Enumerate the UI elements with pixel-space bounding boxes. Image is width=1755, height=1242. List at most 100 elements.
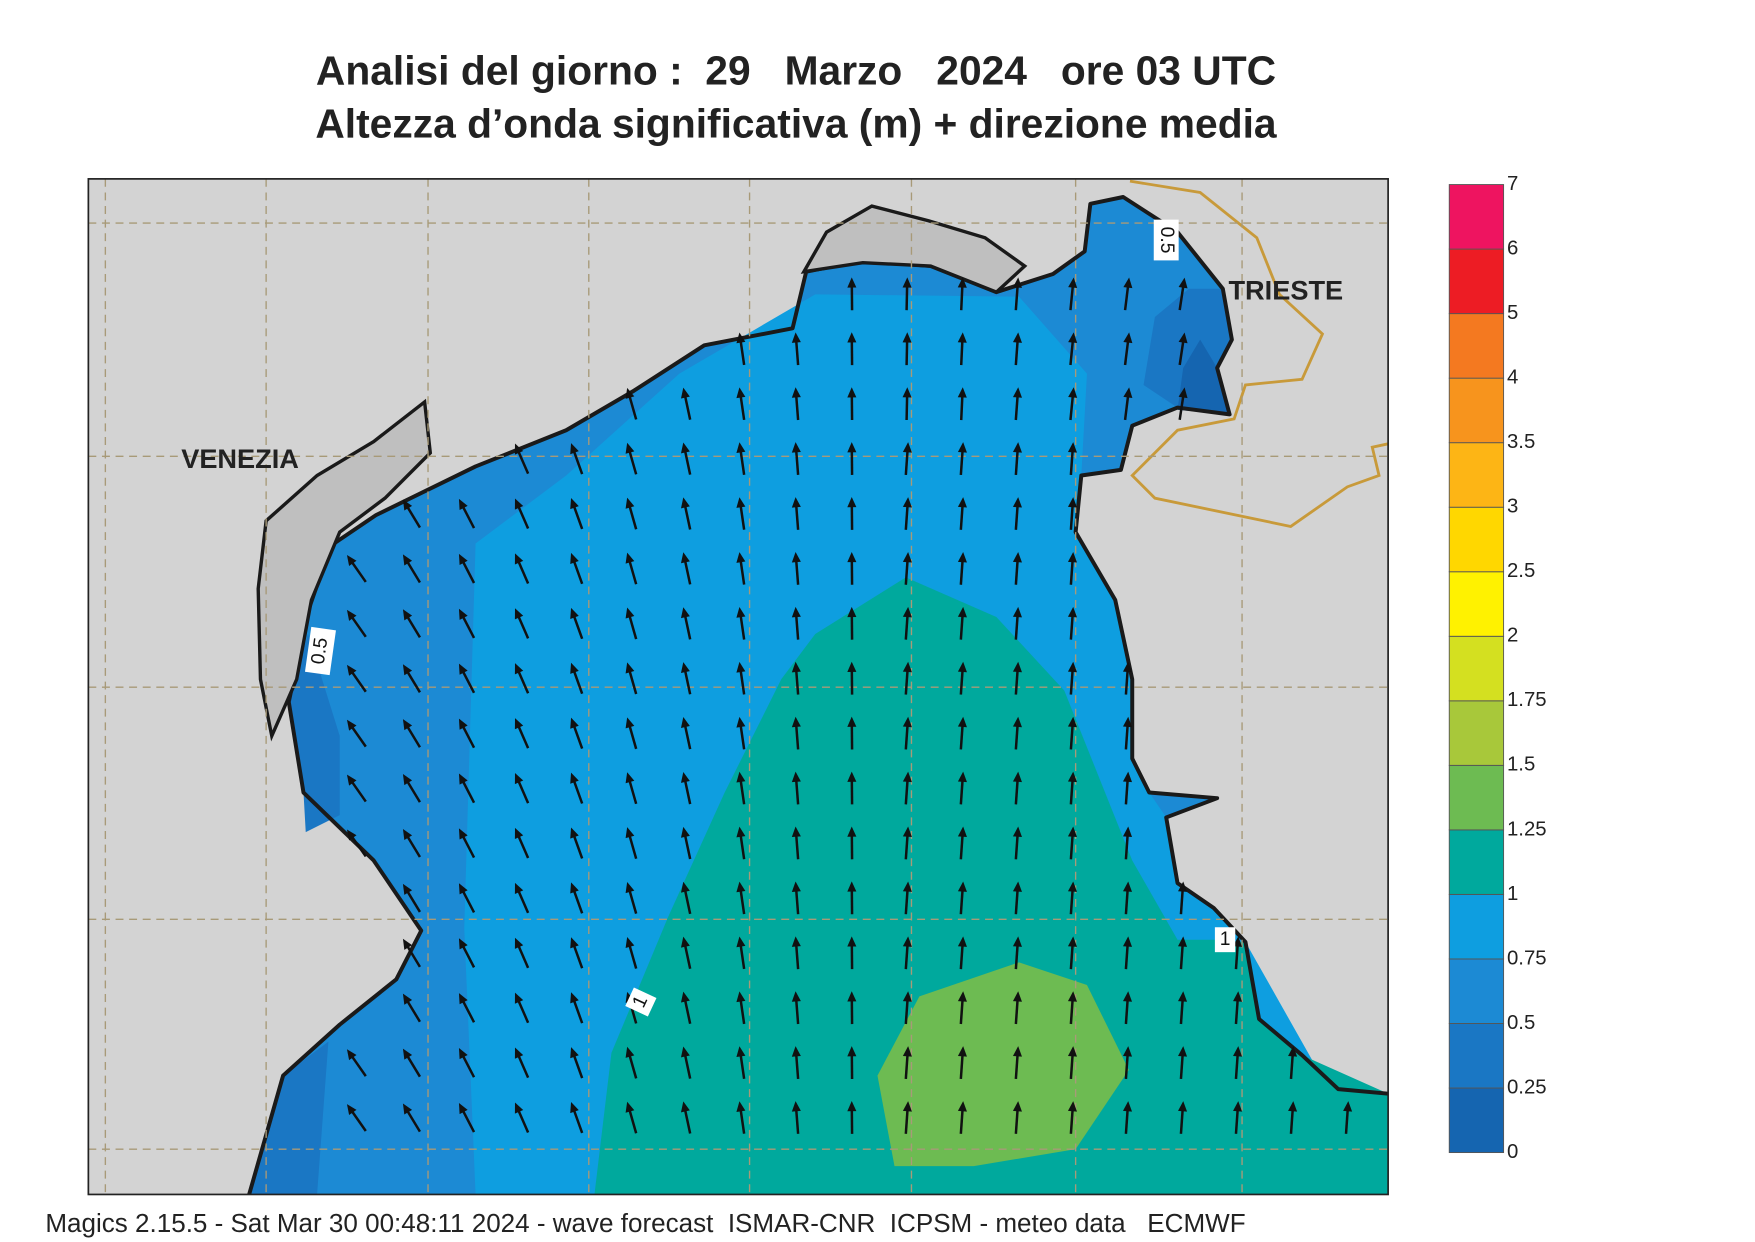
arrow-head: [902, 277, 912, 288]
arrow-head: [1178, 332, 1188, 344]
arrow-head: [847, 442, 857, 453]
arrow-head: [736, 1046, 746, 1058]
arrow: [902, 771, 912, 805]
arrow-head: [1233, 1101, 1243, 1112]
arrow: [625, 387, 638, 420]
city-label: VENEZIA: [181, 443, 299, 474]
arrow-head: [847, 277, 857, 288]
arrow-head: [1067, 936, 1077, 947]
arrow: [346, 1104, 367, 1132]
arrow: [1012, 661, 1022, 695]
arrow-head: [570, 717, 579, 729]
arrow: [736, 1101, 746, 1134]
arrow: [625, 827, 638, 860]
contour-label: 1: [625, 987, 657, 1017]
arrow: [458, 828, 476, 859]
arrow: [736, 552, 746, 585]
arrow: [791, 881, 801, 915]
arrow-head: [957, 442, 967, 453]
arrow: [570, 827, 584, 859]
arrow: [847, 442, 857, 475]
arrow: [847, 497, 857, 530]
arrow-head: [1178, 1046, 1188, 1057]
arrow: [957, 606, 967, 640]
arrow: [458, 663, 476, 694]
arrow: [680, 717, 692, 750]
arrow-head: [1122, 936, 1133, 947]
arrow: [791, 991, 801, 1025]
arrow: [791, 497, 801, 530]
arrow-shaft: [516, 1052, 530, 1079]
arrow-head: [791, 442, 801, 453]
arrow-head: [791, 936, 801, 947]
arrow: [680, 552, 692, 585]
arrow: [625, 552, 638, 585]
arrow: [736, 716, 746, 750]
arrow: [402, 1048, 421, 1078]
arrow: [1178, 277, 1188, 311]
arrow: [1012, 551, 1022, 585]
arrow: [346, 1049, 367, 1077]
arrow-shaft: [739, 447, 746, 475]
arrow: [514, 498, 530, 530]
arrow-head: [514, 718, 524, 730]
arrow: [458, 1048, 476, 1078]
arrow: [736, 771, 746, 805]
arrow-head: [902, 826, 912, 838]
arrow: [570, 443, 584, 475]
arrow: [902, 1046, 912, 1080]
arrow-shaft: [627, 502, 638, 530]
arrow-shaft: [1069, 996, 1075, 1025]
arrow: [1123, 277, 1133, 311]
arrow: [957, 442, 967, 475]
direction-arrows: [346, 277, 1353, 1134]
arrow-head: [791, 881, 801, 892]
arrow: [1122, 716, 1133, 750]
arrow-shaft: [627, 887, 638, 914]
colorbar-label: 4: [1507, 367, 1518, 389]
arrow: [402, 828, 421, 858]
colorbar-label: 1.75: [1507, 689, 1547, 711]
arrow: [736, 607, 746, 640]
arrow: [514, 718, 530, 749]
arrow-head: [680, 717, 690, 728]
arrow: [1067, 1046, 1077, 1080]
arrow-head: [680, 826, 690, 838]
arrow-shaft: [627, 392, 638, 420]
arrow-shaft: [1124, 996, 1130, 1025]
arrow: [680, 1101, 692, 1134]
arrow-shaft: [683, 722, 692, 750]
colorbar-box: [1448, 635, 1505, 702]
arrow-head: [346, 1049, 357, 1061]
arrow-shaft: [683, 557, 692, 585]
arrow-head: [902, 551, 912, 563]
arrow: [402, 883, 421, 913]
arrow-shaft: [959, 667, 964, 695]
arrow: [847, 771, 857, 805]
arrow: [1012, 1101, 1022, 1134]
arrow-head: [847, 551, 857, 563]
arrow: [346, 719, 367, 748]
arrow: [1122, 1101, 1133, 1134]
arrow-head: [680, 881, 690, 893]
arrow-head: [680, 771, 690, 783]
arrow-head: [847, 661, 857, 672]
arrow-head: [680, 552, 690, 564]
contour-label: 1: [1214, 927, 1236, 953]
colorbar-box: [1448, 571, 1505, 637]
arrow-head: [957, 716, 967, 728]
arrow: [1067, 442, 1077, 475]
arrow-head: [1122, 771, 1133, 783]
contour-label: 0.5: [304, 626, 336, 676]
arrow-head: [847, 991, 857, 1002]
arrow-head: [736, 771, 746, 783]
arrow: [957, 277, 967, 311]
arrow-shaft: [794, 557, 800, 585]
arrow-head: [957, 387, 967, 398]
arrow: [847, 1101, 857, 1134]
arrow-shaft: [627, 557, 638, 585]
arrow-shaft: [516, 942, 530, 969]
arrow-head: [458, 883, 468, 895]
arrow-shaft: [683, 777, 692, 805]
arrow-head: [625, 717, 635, 729]
